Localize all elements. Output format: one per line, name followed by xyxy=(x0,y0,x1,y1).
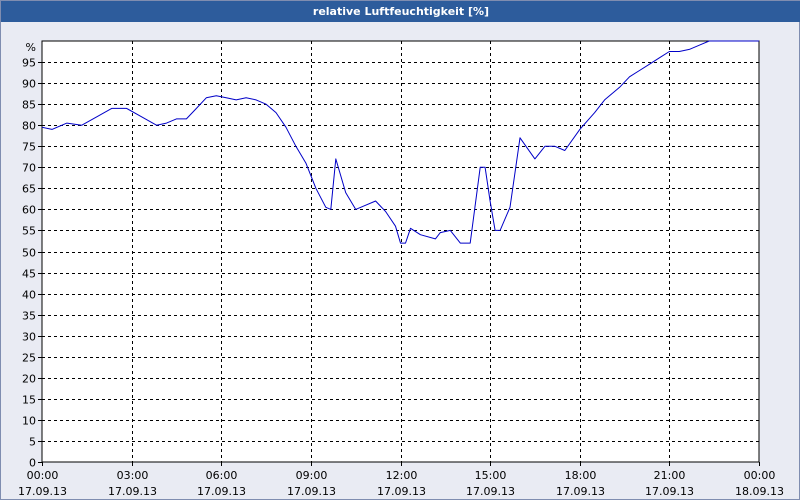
y-tick-label: 25 xyxy=(22,352,36,365)
x-tick-date-label: 17.09.13 xyxy=(287,485,336,498)
x-tick-time-label: 18:00 xyxy=(565,469,597,482)
x-tick-time-label: 15:00 xyxy=(475,469,507,482)
y-tick-label: 90 xyxy=(22,78,36,91)
x-tick-date-label: 17.09.13 xyxy=(466,485,515,498)
y-unit-label: % xyxy=(26,41,36,54)
x-tick-date-label: 17.09.13 xyxy=(108,485,157,498)
x-tick-date-label: 17.09.13 xyxy=(645,485,694,498)
y-tick-label: 35 xyxy=(22,310,36,323)
y-tick-label: 15 xyxy=(22,394,36,407)
x-tick-date-label: 18.09.13 xyxy=(735,485,784,498)
y-tick-label: 80 xyxy=(22,120,36,133)
x-tick-time-label: 00:00 xyxy=(744,469,776,482)
x-tick-time-label: 00:00 xyxy=(27,469,59,482)
x-tick-time-label: 12:00 xyxy=(386,469,418,482)
y-tick-label: 85 xyxy=(22,99,36,112)
y-tick-label: 75 xyxy=(22,141,36,154)
x-tick-date-label: 17.09.13 xyxy=(197,485,246,498)
humidity-series-line xyxy=(41,40,759,244)
y-tick-label: 0 xyxy=(29,457,36,470)
series xyxy=(41,40,759,244)
axes xyxy=(38,62,760,466)
y-tick-label: 55 xyxy=(22,225,36,238)
plot-area xyxy=(41,40,760,463)
x-tick-time-label: 06:00 xyxy=(206,469,238,482)
y-tick-label: 95 xyxy=(22,57,36,70)
x-tick-labels: 00:00 17.09.13 03:00 17.09.13 06:00 17.09.13 0… xyxy=(18,469,784,498)
grid-lines xyxy=(42,41,759,462)
x-tick-time-label: 09:00 xyxy=(296,469,328,482)
y-tick-label: 40 xyxy=(22,289,36,302)
y-tick-label: 30 xyxy=(22,331,36,344)
chart-title: relative Luftfeuchtigkeit [%] xyxy=(1,1,800,22)
y-tick-label: 10 xyxy=(22,415,36,428)
y-tick-label: 50 xyxy=(22,247,36,260)
y-tick-label: 65 xyxy=(22,183,36,196)
x-tick-time-label: 21:00 xyxy=(654,469,686,482)
y-tick-label: 20 xyxy=(22,373,36,386)
y-tick-label: 60 xyxy=(22,204,36,217)
x-tick-date-label: 17.09.13 xyxy=(18,485,67,498)
x-tick-time-label: 03:00 xyxy=(117,469,149,482)
y-tick-label: 45 xyxy=(22,268,36,281)
y-tick-labels: 0 5 10 15 20 25 30 35 40 45 50 55 60 65 70 75 80 85 90 95% xyxy=(22,41,36,470)
x-tick-date-label: 17.09.13 xyxy=(377,485,426,498)
x-tick-date-label: 17.09.13 xyxy=(556,485,605,498)
y-tick-label: 70 xyxy=(22,162,36,175)
y-tick-label: 5 xyxy=(29,436,36,449)
